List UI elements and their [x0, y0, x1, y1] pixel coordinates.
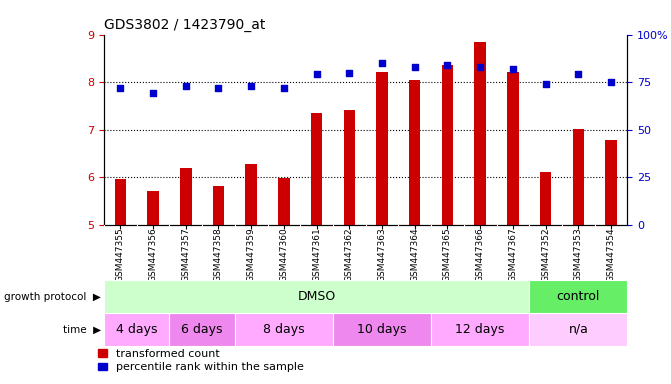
Point — [148, 90, 158, 96]
Text: GSM447357: GSM447357 — [181, 227, 191, 282]
Text: GSM447360: GSM447360 — [279, 227, 289, 282]
Point — [311, 71, 322, 78]
Bar — [148, 191, 159, 225]
Bar — [540, 172, 552, 225]
Bar — [333, 313, 431, 346]
Bar — [115, 179, 126, 225]
Text: GSM447352: GSM447352 — [541, 227, 550, 282]
Bar — [104, 313, 169, 346]
Bar — [442, 65, 453, 225]
Point — [278, 85, 289, 91]
Bar — [474, 42, 486, 225]
Text: GSM447366: GSM447366 — [476, 227, 484, 282]
Point — [606, 79, 617, 85]
Text: GSM447365: GSM447365 — [443, 227, 452, 282]
Text: 8 days: 8 days — [263, 323, 305, 336]
Text: control: control — [557, 290, 600, 303]
Point — [507, 66, 518, 72]
Text: GSM447359: GSM447359 — [247, 227, 256, 282]
Text: 12 days: 12 days — [456, 323, 505, 336]
Text: 10 days: 10 days — [357, 323, 407, 336]
Bar — [529, 280, 627, 313]
Bar — [180, 168, 191, 225]
Bar — [235, 313, 333, 346]
Point — [540, 81, 551, 87]
Point — [376, 60, 387, 66]
Bar — [572, 129, 584, 225]
Bar — [344, 110, 355, 225]
Bar — [246, 164, 257, 225]
Text: GSM447355: GSM447355 — [116, 227, 125, 282]
Text: GSM447363: GSM447363 — [378, 227, 386, 282]
Text: GSM447364: GSM447364 — [410, 227, 419, 282]
Point — [573, 71, 584, 78]
Point — [180, 83, 191, 89]
Bar — [376, 72, 388, 225]
Text: n/a: n/a — [568, 323, 588, 336]
Bar — [605, 140, 617, 225]
Bar — [169, 313, 235, 346]
Text: GSM447358: GSM447358 — [214, 227, 223, 282]
Point — [409, 64, 420, 70]
Legend: transformed count, percentile rank within the sample: transformed count, percentile rank withi… — [96, 347, 306, 375]
Text: GSM447367: GSM447367 — [509, 227, 517, 282]
Point — [213, 85, 224, 91]
Point — [475, 64, 486, 70]
Text: GSM447353: GSM447353 — [574, 227, 583, 282]
Bar — [529, 313, 627, 346]
Point — [115, 85, 125, 91]
Text: 6 days: 6 days — [181, 323, 223, 336]
Point — [344, 70, 355, 76]
Text: GSM447361: GSM447361 — [312, 227, 321, 282]
Bar — [213, 186, 224, 225]
Text: 4 days: 4 days — [116, 323, 158, 336]
Bar — [507, 72, 519, 225]
Text: growth protocol  ▶: growth protocol ▶ — [4, 291, 101, 302]
Point — [246, 83, 256, 89]
Bar — [409, 80, 421, 225]
Text: GSM447362: GSM447362 — [345, 227, 354, 282]
Text: time  ▶: time ▶ — [62, 324, 101, 334]
Bar — [104, 280, 529, 313]
Bar — [431, 313, 529, 346]
Text: DMSO: DMSO — [297, 290, 336, 303]
Bar — [311, 113, 322, 225]
Point — [442, 62, 453, 68]
Text: GSM447354: GSM447354 — [607, 227, 615, 282]
Text: GSM447356: GSM447356 — [148, 227, 158, 282]
Text: GDS3802 / 1423790_at: GDS3802 / 1423790_at — [104, 18, 265, 32]
Bar — [278, 178, 290, 225]
